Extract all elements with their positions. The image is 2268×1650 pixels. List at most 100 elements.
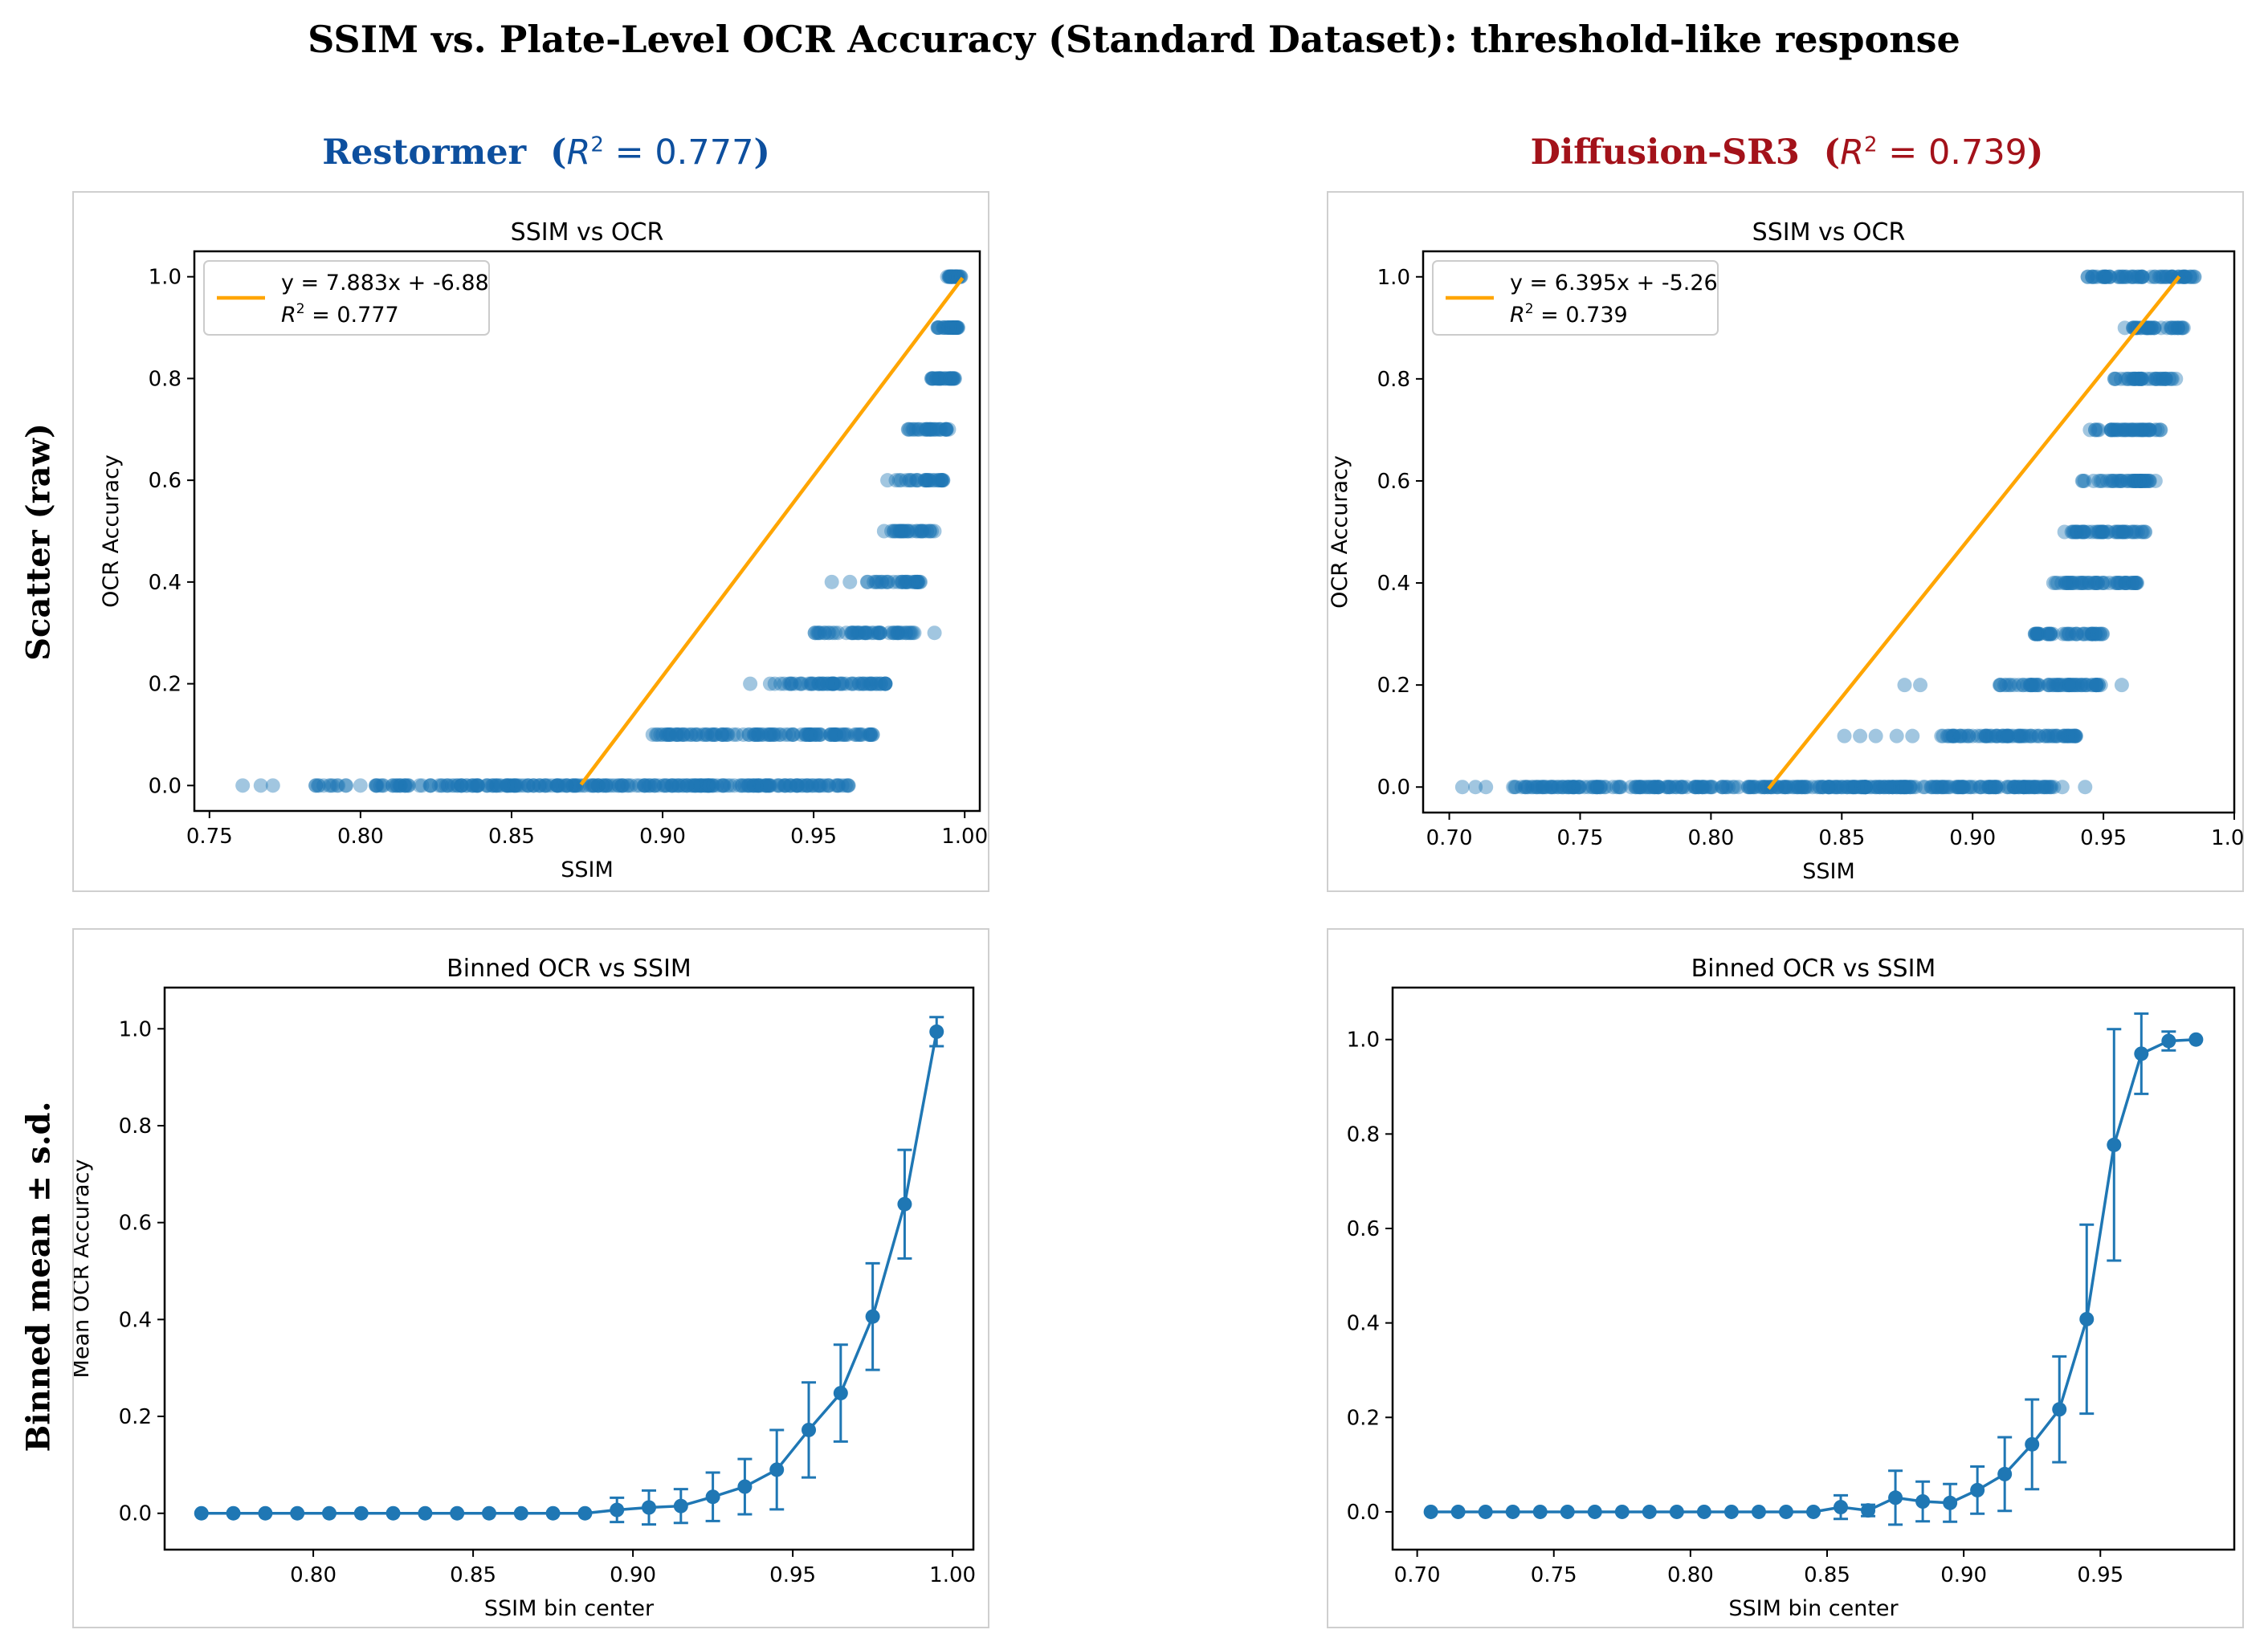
scatter-point (2069, 626, 2084, 642)
scatter-point (785, 727, 801, 742)
scatter-point (860, 574, 875, 589)
scatter-point (789, 778, 805, 793)
scatter-point (560, 778, 575, 793)
scatter-point (829, 727, 844, 742)
scatter-point (1534, 780, 1549, 795)
scatter-point (849, 625, 864, 641)
scatter-point (1940, 780, 1956, 795)
scatter-point (947, 371, 962, 386)
scatter-point (1984, 780, 1999, 795)
scatter-point (1924, 780, 1940, 795)
scatter-point (932, 422, 947, 437)
scatter-point (840, 778, 855, 793)
scatter-point (1753, 780, 1768, 795)
scatter-point (903, 422, 918, 437)
scatter-point (1755, 780, 1770, 795)
scatter-point (2003, 728, 2018, 744)
scatter-point (769, 778, 785, 793)
scatter-point (865, 676, 880, 691)
scatter-point (2084, 524, 2099, 540)
scatter-point (2086, 269, 2101, 284)
scatter-point (312, 778, 327, 793)
scatter-point (801, 676, 816, 691)
scatter-point (1857, 780, 1872, 795)
scatter-point (890, 524, 905, 539)
scatter-point (1935, 780, 1950, 795)
scatter-point (1468, 780, 1483, 795)
data-point (802, 1422, 817, 1437)
scatter-point (2031, 678, 2046, 693)
y-axis-label: OCR Accuracy (99, 454, 124, 608)
x-axis-label: SSIM (1802, 859, 1855, 884)
scatter-point (1853, 728, 1868, 744)
scatter-point (551, 778, 566, 793)
scatter-point (2142, 422, 2157, 438)
scatter-point (526, 778, 541, 793)
scatter-point (932, 473, 948, 488)
scatter-point (2062, 576, 2077, 591)
scatter-point (2011, 780, 2026, 795)
scatter-point (1635, 780, 1650, 795)
scatter-point (1688, 780, 1703, 795)
scatter-point (507, 778, 522, 793)
row-label-scatter: Scatter (raw) (19, 423, 58, 661)
scatter-point (1613, 780, 1629, 795)
scatter-point (2183, 269, 2198, 284)
scatter-point (1661, 780, 1676, 795)
scatter-point (859, 574, 875, 589)
scatter-point (2124, 371, 2140, 386)
scatter-point (2142, 473, 2157, 488)
scatter-point (2175, 269, 2190, 284)
scatter-point (888, 524, 904, 539)
scatter-point (919, 422, 934, 437)
scatter-point (778, 727, 793, 742)
scatter-point (2118, 576, 2133, 591)
scatter-point (900, 422, 916, 437)
scatter-point (423, 778, 439, 793)
scatter-point (459, 778, 474, 793)
scatter-point (1851, 780, 1866, 795)
scatter-point (834, 727, 850, 742)
scatter-point (2081, 626, 2096, 642)
scatter-point (532, 778, 548, 793)
scatter-point (2111, 269, 2126, 284)
scatter-point (912, 422, 927, 437)
scatter-point (1566, 780, 1581, 795)
scatter-point (1936, 728, 1951, 744)
scatter-point (911, 422, 926, 437)
scatter-point (751, 778, 766, 793)
scatter-point (850, 625, 866, 641)
scatter-point (895, 625, 910, 641)
scatter-point (2135, 269, 2150, 284)
scatter-point (2065, 728, 2080, 744)
scatter-point (2113, 371, 2128, 386)
scatter-point (1821, 780, 1837, 795)
scatter-point (858, 625, 873, 641)
scatter-point (2011, 780, 2026, 795)
scatter-point (1959, 728, 1974, 744)
scatter-point (852, 676, 867, 691)
scatter-point (1991, 780, 2006, 795)
scatter-point (925, 422, 940, 437)
scatter-point (923, 422, 938, 437)
scatter-point (714, 778, 729, 793)
scatter-point (899, 524, 915, 539)
x-tick-label: 0.85 (450, 1563, 496, 1587)
scatter-point (2078, 678, 2093, 693)
scatter-point (1856, 780, 1871, 795)
scatter-point (800, 778, 815, 793)
scatter-point (2043, 728, 2058, 744)
scatter-point (760, 778, 775, 793)
scatter-point (565, 778, 581, 793)
scatter-point (844, 676, 859, 691)
scatter-point (943, 371, 958, 386)
scatter-point (2041, 728, 2056, 744)
scatter-point (2043, 780, 2058, 795)
series-line (201, 1031, 938, 1515)
scatter-point (920, 422, 936, 437)
scatter-point (1979, 728, 1994, 744)
scatter-point (393, 778, 408, 793)
column-title-model: Restormer (322, 132, 527, 173)
scatter-point (669, 727, 684, 742)
